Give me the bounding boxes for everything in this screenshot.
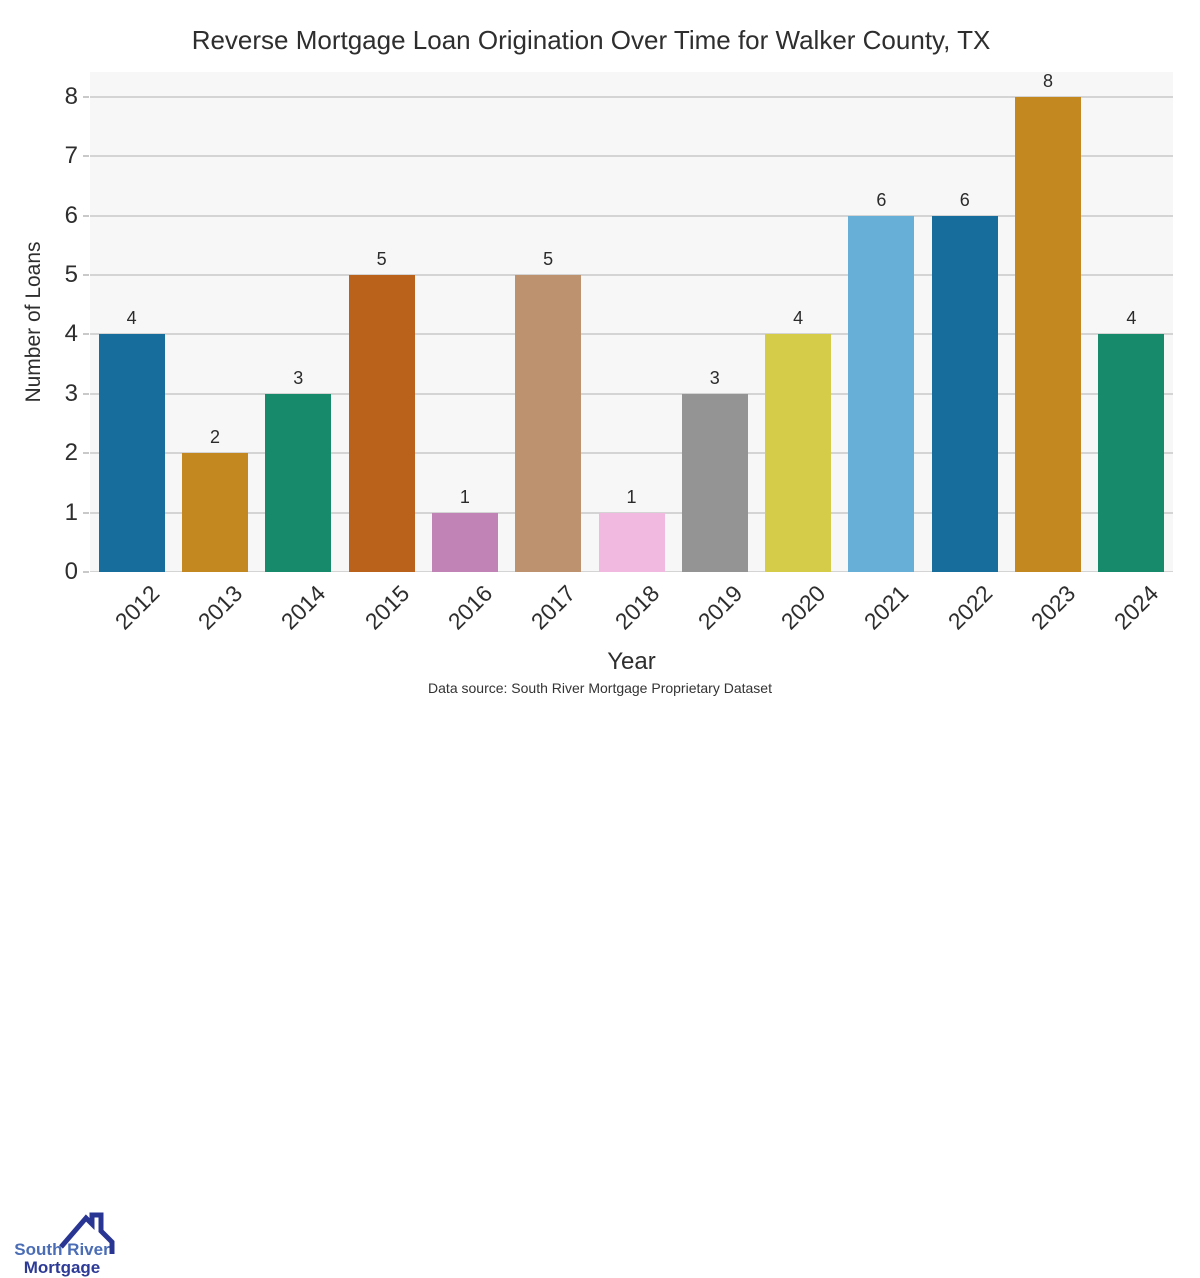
bar-value-label-2018: 1 bbox=[626, 486, 637, 507]
gridline-y-3 bbox=[90, 392, 1173, 395]
y-tick-label-7: 7 bbox=[64, 142, 78, 170]
bar-value-label-2015: 5 bbox=[376, 249, 387, 270]
chart-title: Reverse Mortgage Loan Origination Over T… bbox=[191, 25, 991, 55]
data-source-note: Data source: South River Mortgage Propri… bbox=[428, 680, 772, 696]
bar-value-label-2016: 1 bbox=[459, 486, 470, 507]
bar-value-label-2019: 3 bbox=[709, 367, 720, 388]
bar-2018 bbox=[598, 512, 665, 572]
logo-text-south-river: South River bbox=[14, 1240, 110, 1259]
y-tick-mark-3 bbox=[83, 392, 89, 395]
y-tick-label-6: 6 bbox=[64, 201, 78, 229]
bar-value-label-2017: 5 bbox=[543, 249, 554, 270]
bar-value-label-2020: 4 bbox=[793, 308, 804, 329]
gridline-y-7 bbox=[90, 155, 1173, 158]
logo-text-mortgage: Mortgage bbox=[23, 1258, 101, 1277]
y-tick-mark-6 bbox=[83, 214, 89, 217]
y-tick-mark-4 bbox=[83, 333, 89, 336]
bar-2020 bbox=[765, 334, 832, 572]
bar-2012 bbox=[98, 334, 165, 572]
bar-2024 bbox=[1098, 334, 1165, 572]
gridline-y-5 bbox=[90, 274, 1173, 277]
y-tick-label-2: 2 bbox=[64, 439, 78, 467]
y-tick-mark-8 bbox=[83, 95, 89, 98]
y-tick-label-1: 1 bbox=[64, 498, 78, 526]
bar-2016 bbox=[431, 512, 498, 572]
bar-value-label-2012: 4 bbox=[126, 308, 137, 329]
gridline-y-8 bbox=[90, 95, 1173, 98]
bar-value-label-2021: 6 bbox=[876, 189, 887, 210]
bar-2022 bbox=[931, 215, 998, 572]
bar-2019 bbox=[681, 393, 748, 572]
bar-value-label-2024: 4 bbox=[1126, 308, 1137, 329]
y-tick-mark-7 bbox=[83, 155, 89, 158]
y-tick-label-0: 0 bbox=[64, 558, 78, 585]
x-axis-title: Year bbox=[607, 648, 656, 675]
bar-2023 bbox=[1015, 96, 1082, 572]
y-tick-label-3: 3 bbox=[64, 379, 78, 407]
y-tick-label-4: 4 bbox=[64, 320, 78, 348]
y-tick-mark-0 bbox=[83, 571, 89, 573]
bar-2017 bbox=[515, 275, 582, 572]
y-tick-mark-2 bbox=[83, 452, 89, 455]
gridline-y-2 bbox=[90, 452, 1173, 455]
bar-value-label-2022: 6 bbox=[959, 189, 970, 210]
gridline-y-6 bbox=[90, 214, 1173, 217]
y-tick-label-8: 8 bbox=[64, 82, 78, 110]
y-tick-label-5: 5 bbox=[64, 261, 78, 289]
bar-2021 bbox=[848, 215, 915, 572]
bar-chart-figure: Reverse Mortgage Loan Origination Over T… bbox=[14, 25, 1173, 1277]
y-tick-mark-5 bbox=[83, 274, 89, 277]
plot-area bbox=[90, 72, 1173, 572]
bar-2013 bbox=[181, 453, 248, 572]
bar-value-label-2014: 3 bbox=[293, 367, 304, 388]
bar-2015 bbox=[348, 275, 415, 572]
y-tick-mark-1 bbox=[83, 511, 89, 514]
bar-2014 bbox=[265, 393, 332, 572]
gridline-y-4 bbox=[90, 333, 1173, 336]
bar-value-label-2023: 8 bbox=[1043, 70, 1054, 91]
bar-value-label-2013: 2 bbox=[209, 427, 220, 448]
